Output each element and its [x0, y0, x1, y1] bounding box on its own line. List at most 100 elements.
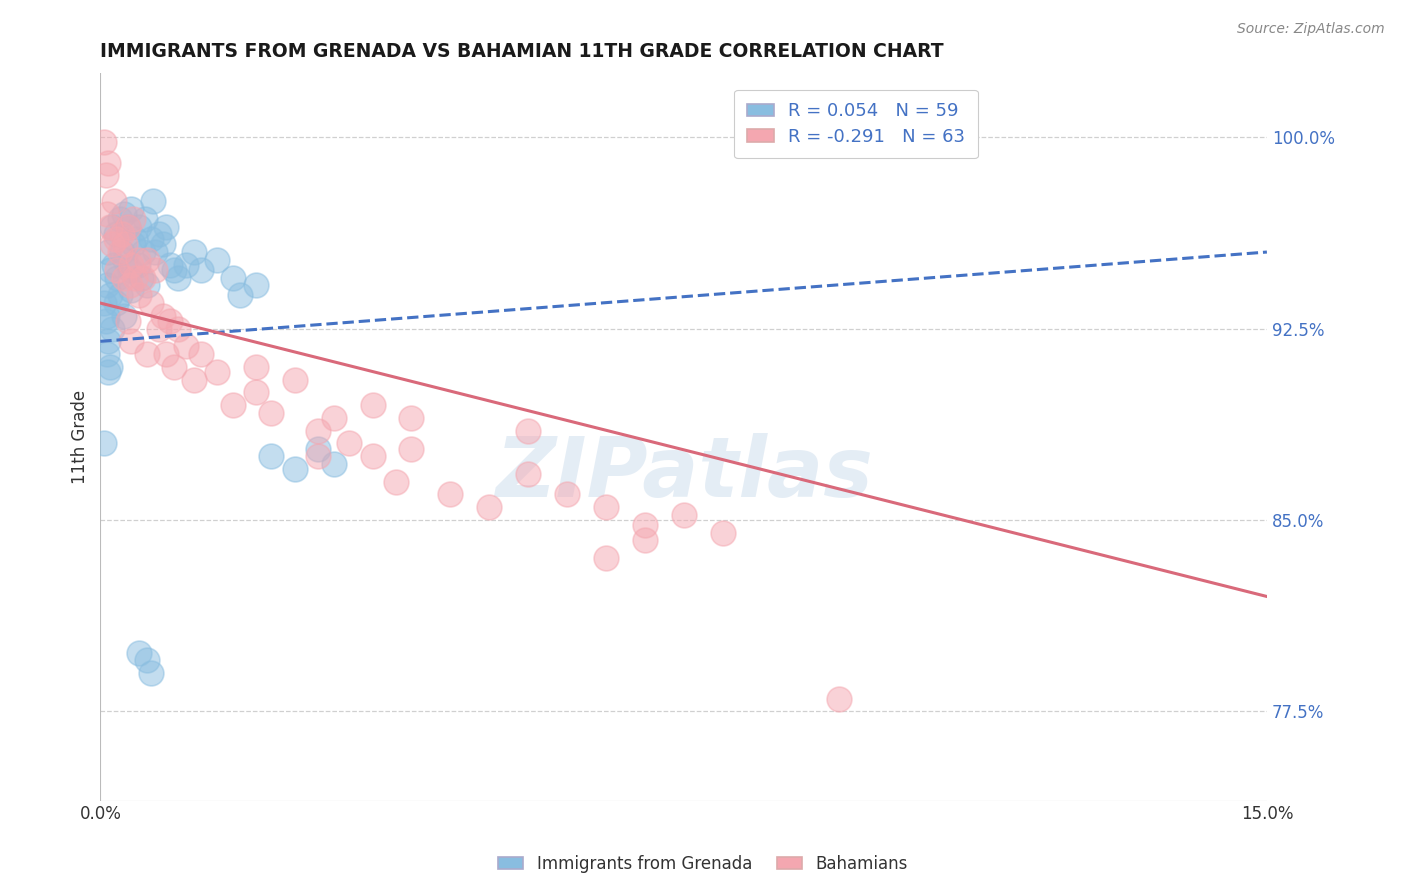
Point: [94, 314, 117, 328]
Point: [118, 263, 141, 277]
Point: [284, 462, 307, 476]
Point: [127, 258, 149, 272]
Point: [260, 406, 283, 420]
Point: [100, 288, 122, 302]
Point: [108, 245, 131, 260]
Point: [122, 211, 145, 226]
Point: [139, 232, 162, 246]
Point: [307, 449, 329, 463]
Point: [104, 296, 127, 310]
Point: [307, 424, 329, 438]
Point: [120, 283, 142, 297]
Point: [439, 487, 461, 501]
Point: [128, 288, 150, 302]
Point: [595, 551, 617, 566]
Point: [148, 227, 170, 242]
Point: [163, 263, 186, 277]
Point: [128, 219, 150, 234]
Point: [93, 136, 115, 150]
Point: [132, 270, 155, 285]
Point: [245, 385, 267, 400]
Point: [120, 334, 142, 349]
Point: [361, 449, 384, 463]
Point: [120, 202, 142, 216]
Point: [245, 359, 267, 374]
Point: [142, 194, 165, 208]
Point: [107, 263, 129, 277]
Point: [124, 270, 146, 285]
Point: [148, 321, 170, 335]
Point: [159, 258, 181, 272]
Point: [128, 646, 150, 660]
Legend: R = 0.054   N = 59, R = -0.291   N = 63: R = 0.054 N = 59, R = -0.291 N = 63: [734, 90, 979, 158]
Point: [93, 296, 115, 310]
Point: [103, 258, 125, 272]
Point: [136, 653, 159, 667]
Point: [103, 194, 125, 208]
Point: [97, 365, 120, 379]
Point: [163, 359, 186, 374]
Point: [96, 207, 118, 221]
Point: [828, 691, 851, 706]
Point: [711, 525, 734, 540]
Point: [136, 347, 159, 361]
Legend: Immigrants from Grenada, Bahamians: Immigrants from Grenada, Bahamians: [492, 848, 914, 880]
Point: [114, 237, 136, 252]
Point: [98, 219, 121, 234]
Point: [96, 347, 118, 361]
Point: [183, 373, 205, 387]
Point: [229, 288, 252, 302]
Point: [517, 467, 540, 481]
Point: [104, 227, 127, 242]
Point: [108, 288, 131, 302]
Point: [152, 237, 174, 252]
Point: [401, 410, 423, 425]
Point: [139, 296, 162, 310]
Point: [93, 436, 115, 450]
Point: [139, 666, 162, 681]
Point: [118, 278, 141, 293]
Point: [174, 339, 197, 353]
Point: [167, 270, 190, 285]
Point: [112, 309, 135, 323]
Point: [245, 278, 267, 293]
Point: [322, 410, 344, 425]
Point: [221, 398, 243, 412]
Point: [555, 487, 578, 501]
Point: [122, 237, 145, 252]
Point: [155, 219, 177, 234]
Point: [97, 334, 120, 349]
Point: [337, 436, 360, 450]
Point: [205, 252, 228, 267]
Text: IMMIGRANTS FROM GRENADA VS BAHAMIAN 11TH GRADE CORRELATION CHART: IMMIGRANTS FROM GRENADA VS BAHAMIAN 11TH…: [100, 42, 943, 61]
Point: [401, 442, 423, 456]
Point: [117, 219, 139, 234]
Point: [307, 442, 329, 456]
Point: [98, 359, 121, 374]
Point: [183, 245, 205, 260]
Point: [190, 263, 212, 277]
Point: [127, 252, 149, 267]
Point: [114, 252, 136, 267]
Point: [112, 207, 135, 221]
Point: [221, 270, 243, 285]
Point: [159, 314, 181, 328]
Point: [260, 449, 283, 463]
Point: [155, 347, 177, 361]
Point: [117, 219, 139, 234]
Point: [97, 155, 120, 169]
Point: [284, 373, 307, 387]
Text: ZIPatlas: ZIPatlas: [495, 433, 873, 514]
Point: [132, 245, 155, 260]
Point: [595, 500, 617, 515]
Point: [634, 518, 657, 533]
Point: [96, 309, 118, 323]
Point: [152, 309, 174, 323]
Point: [478, 500, 501, 515]
Point: [136, 252, 159, 267]
Point: [108, 211, 131, 226]
Point: [101, 219, 124, 234]
Point: [174, 258, 197, 272]
Point: [104, 232, 127, 246]
Point: [107, 270, 129, 285]
